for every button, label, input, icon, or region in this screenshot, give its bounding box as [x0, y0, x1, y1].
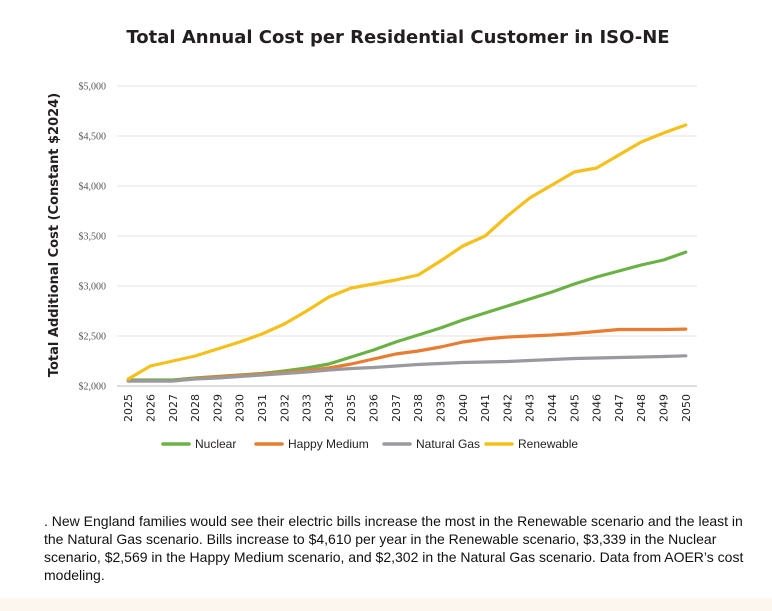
x-tick-label: 2047 [613, 394, 626, 422]
x-tick-label: 2029 [211, 394, 224, 422]
series-lines [126, 123, 688, 383]
chart-title: Total Annual Cost per Residential Custom… [126, 27, 669, 48]
series-line-nuclear [126, 250, 688, 382]
x-tick-label: 2041 [479, 394, 492, 422]
x-tick-label: 2038 [412, 394, 425, 422]
x-tick-label: 2050 [680, 394, 693, 422]
x-tick-label: 2037 [390, 394, 403, 422]
footer-band [0, 598, 772, 611]
legend-label: Nuclear [195, 437, 236, 451]
x-axis-ticks: 2025 2026 2027 2028 2029 2030 2031 2032 2033 2034… [122, 394, 693, 422]
x-tick-label: 2036 [368, 394, 381, 422]
x-tick-label: 2043 [524, 394, 537, 422]
y-tick-label: $4,000 [79, 182, 107, 193]
y-tick-label: $4,500 [79, 132, 107, 143]
legend-label: Renewable [518, 437, 578, 451]
x-tick-label: 2045 [568, 394, 581, 422]
x-tick-label: 2031 [256, 394, 269, 422]
gridlines [117, 85, 697, 337]
x-tick-label: 2048 [635, 394, 648, 422]
figure-caption: . New England families would see their e… [44, 513, 744, 583]
chart: Total Annual Cost per Residential Custom… [47, 27, 697, 451]
y-tick-label: $5,000 [79, 82, 107, 93]
x-tick-label: 2049 [658, 394, 671, 422]
x-tick-label: 2040 [457, 394, 470, 422]
x-tick-label: 2033 [301, 394, 314, 422]
x-tick-label: 2039 [434, 394, 447, 422]
x-tick-label: 2044 [546, 394, 559, 422]
x-tick-label: 2027 [167, 394, 180, 422]
x-tick-label: 2030 [234, 394, 247, 422]
legend-label: Happy Medium [288, 437, 369, 451]
x-tick-label: 2028 [189, 394, 202, 422]
x-tick-label: 2035 [345, 394, 358, 422]
line-chart-svg: Total Annual Cost per Residential Custom… [47, 27, 697, 451]
series-line-natural-gas [126, 354, 688, 383]
legend-label: Natural Gas [416, 437, 480, 451]
y-tick-label: $3,500 [79, 232, 107, 243]
x-tick-label: 2025 [122, 394, 135, 422]
x-tick-label: 2026 [144, 394, 157, 422]
y-axis-ticks: $2,000 $2,500 $3,000 $3,500 $4,000 $4,500 $5,0… [79, 82, 107, 393]
y-tick-label: $2,500 [79, 332, 107, 343]
x-tick-label: 2032 [278, 394, 291, 422]
y-axis-label: Total Additional Cost (Constant $2024) [47, 93, 62, 377]
y-tick-label: $2,000 [79, 382, 107, 393]
legend: Nuclear Happy Medium Natural Gas Renewable [161, 437, 578, 451]
x-tick-label: 2042 [501, 394, 514, 422]
y-tick-label: $3,000 [79, 282, 107, 293]
x-tick-label: 2034 [323, 394, 336, 422]
series-line-renewable [126, 123, 688, 381]
x-tick-label: 2046 [591, 394, 604, 422]
